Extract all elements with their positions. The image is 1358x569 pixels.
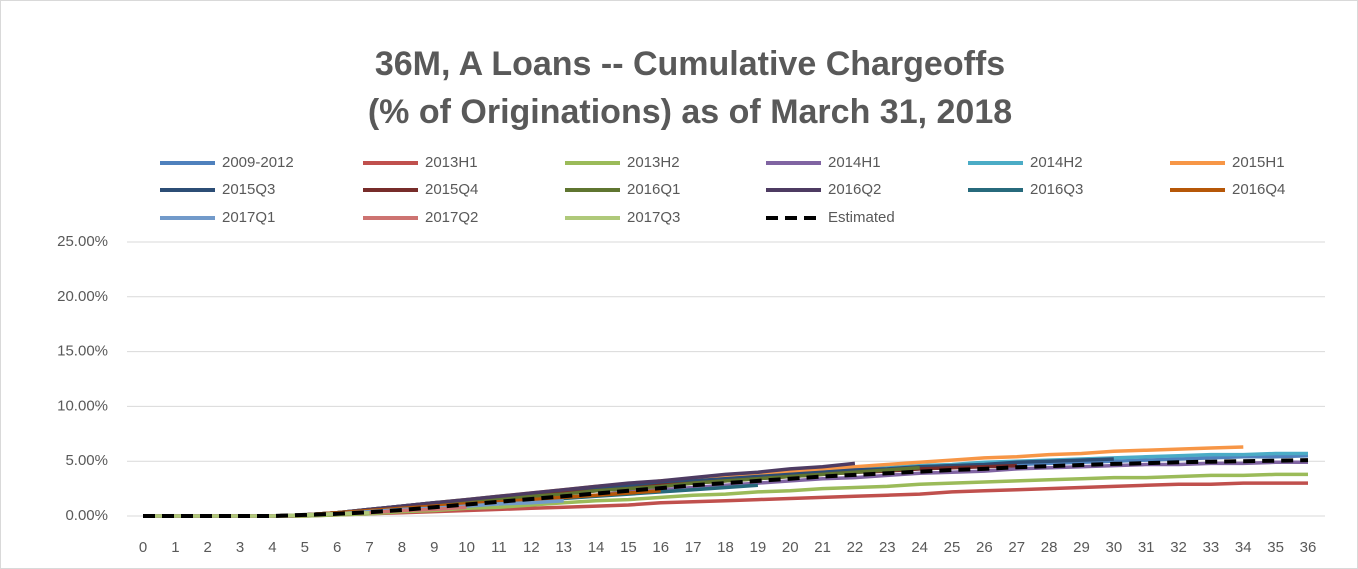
x-tick-label: 15 [620,539,637,556]
series-line [143,458,1309,518]
legend-label: 2013H1 [425,154,478,171]
x-tick-label: 26 [976,539,993,556]
legend-label: 2016Q4 [1232,181,1285,198]
x-tick-label: 23 [879,539,896,556]
x-tick-label: 2 [204,539,212,556]
x-tick-label: 24 [911,539,928,556]
x-tick-label: 1 [171,539,179,556]
x-tick-label: 36 [1300,539,1317,556]
x-tick-label: 10 [458,539,475,556]
legend-label: 2017Q2 [425,209,478,226]
x-tick-label: 4 [268,539,276,556]
x-tick-label: 16 [652,539,669,556]
y-tick-label: 10.00% [57,397,108,414]
x-tick-label: 21 [814,539,831,556]
x-tick-label: 6 [333,539,341,556]
x-tick-label: 11 [491,539,507,556]
x-tick-label: 25 [944,539,961,556]
x-tick-label: 29 [1073,539,1090,556]
legend-label: 2017Q1 [222,209,275,226]
x-tick-label: 8 [398,539,406,556]
x-tick-label: 35 [1267,539,1284,556]
x-tick-label: 33 [1203,539,1220,556]
legend-label: 2009-2012 [222,154,294,171]
legend-label: 2016Q2 [828,181,881,198]
x-tick-label: 0 [139,539,147,556]
legend-label: 2014H2 [1030,154,1083,171]
x-tick-label: 18 [717,539,734,556]
x-tick-label: 34 [1235,539,1252,556]
x-tick-label: 12 [523,539,540,556]
x-tick-label: 20 [782,539,799,556]
x-tick-label: 31 [1138,539,1155,556]
x-tick-label: 13 [555,539,572,556]
x-tick-label: 27 [1008,539,1025,556]
y-tick-label: 20.00% [57,288,108,305]
x-tick-label: 9 [430,539,438,556]
legend-label: Estimated [828,209,895,226]
chart-subtitle: (% of Originations) as of March 31, 2018 [368,93,1012,131]
legend-label: 2015H1 [1232,154,1285,171]
y-tick-label: 15.00% [57,343,108,360]
legend-label: 2015Q3 [222,181,275,198]
x-tick-label: 22 [847,539,864,556]
x-tick-label: 32 [1170,539,1187,556]
x-tick-label: 7 [365,539,373,556]
x-tick-label: 30 [1105,539,1122,556]
x-tick-label: 19 [750,539,767,556]
legend-label: 2015Q4 [425,181,478,198]
legend-label: 2016Q3 [1030,181,1083,198]
y-tick-label: 25.00% [57,233,108,250]
x-tick-label: 28 [1041,539,1058,556]
x-tick-label: 3 [236,539,244,556]
y-tick-label: 5.00% [65,452,108,469]
y-tick-label: 0.00% [65,507,108,524]
x-tick-label: 17 [685,539,702,556]
series-line [143,510,370,518]
x-tick-label: 14 [588,539,605,556]
chart-title: 36M, A Loans -- Cumulative Chargeoffs [375,45,1005,83]
legend-label: 2017Q3 [627,209,680,226]
legend-label: 2014H1 [828,154,881,171]
x-tick-label: 5 [301,539,309,556]
legend-label: 2013H2 [627,154,680,171]
legend-label: 2016Q1 [627,181,680,198]
